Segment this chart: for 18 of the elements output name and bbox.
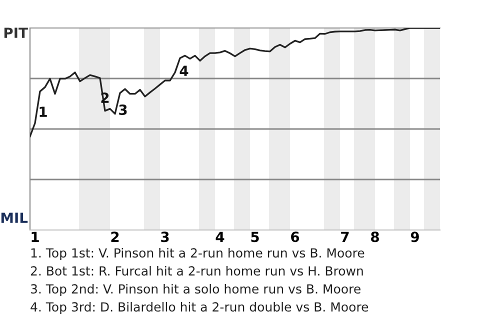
x-tick-label: 4 <box>216 232 224 242</box>
x-tick-label: 8 <box>371 232 379 242</box>
text: 4. Top 3rd: D. Bilardello hit a 2-run double vs B. Moore <box>30 302 368 314</box>
annotation: 4 <box>180 66 188 76</box>
annotation: 1 <box>40 106 47 117</box>
x-tick-label: 2 <box>111 232 119 242</box>
text: PIT <box>4 28 28 38</box>
x-tick-label: 3 <box>161 232 169 242</box>
text: 1. Top 1st: V. Pinson hit a 2-run home run vs B. Moore <box>31 248 364 260</box>
x-tick-label: 1 <box>32 232 39 242</box>
x-tick-label: 6 <box>291 232 300 242</box>
text: 3. Top 2nd: V. Pinson hit a solo home run vs B. Moore <box>30 284 360 296</box>
text: MIL <box>1 212 28 223</box>
x-tick-label: 9 <box>410 232 419 242</box>
annotation: 3 <box>119 104 127 116</box>
text: 2. Bot 1st: R. Furcal hit a 2-run home run vs H. Brown <box>30 266 363 276</box>
x-tick-label: 5 <box>251 232 259 242</box>
x-tick-label: 7 <box>341 232 349 242</box>
